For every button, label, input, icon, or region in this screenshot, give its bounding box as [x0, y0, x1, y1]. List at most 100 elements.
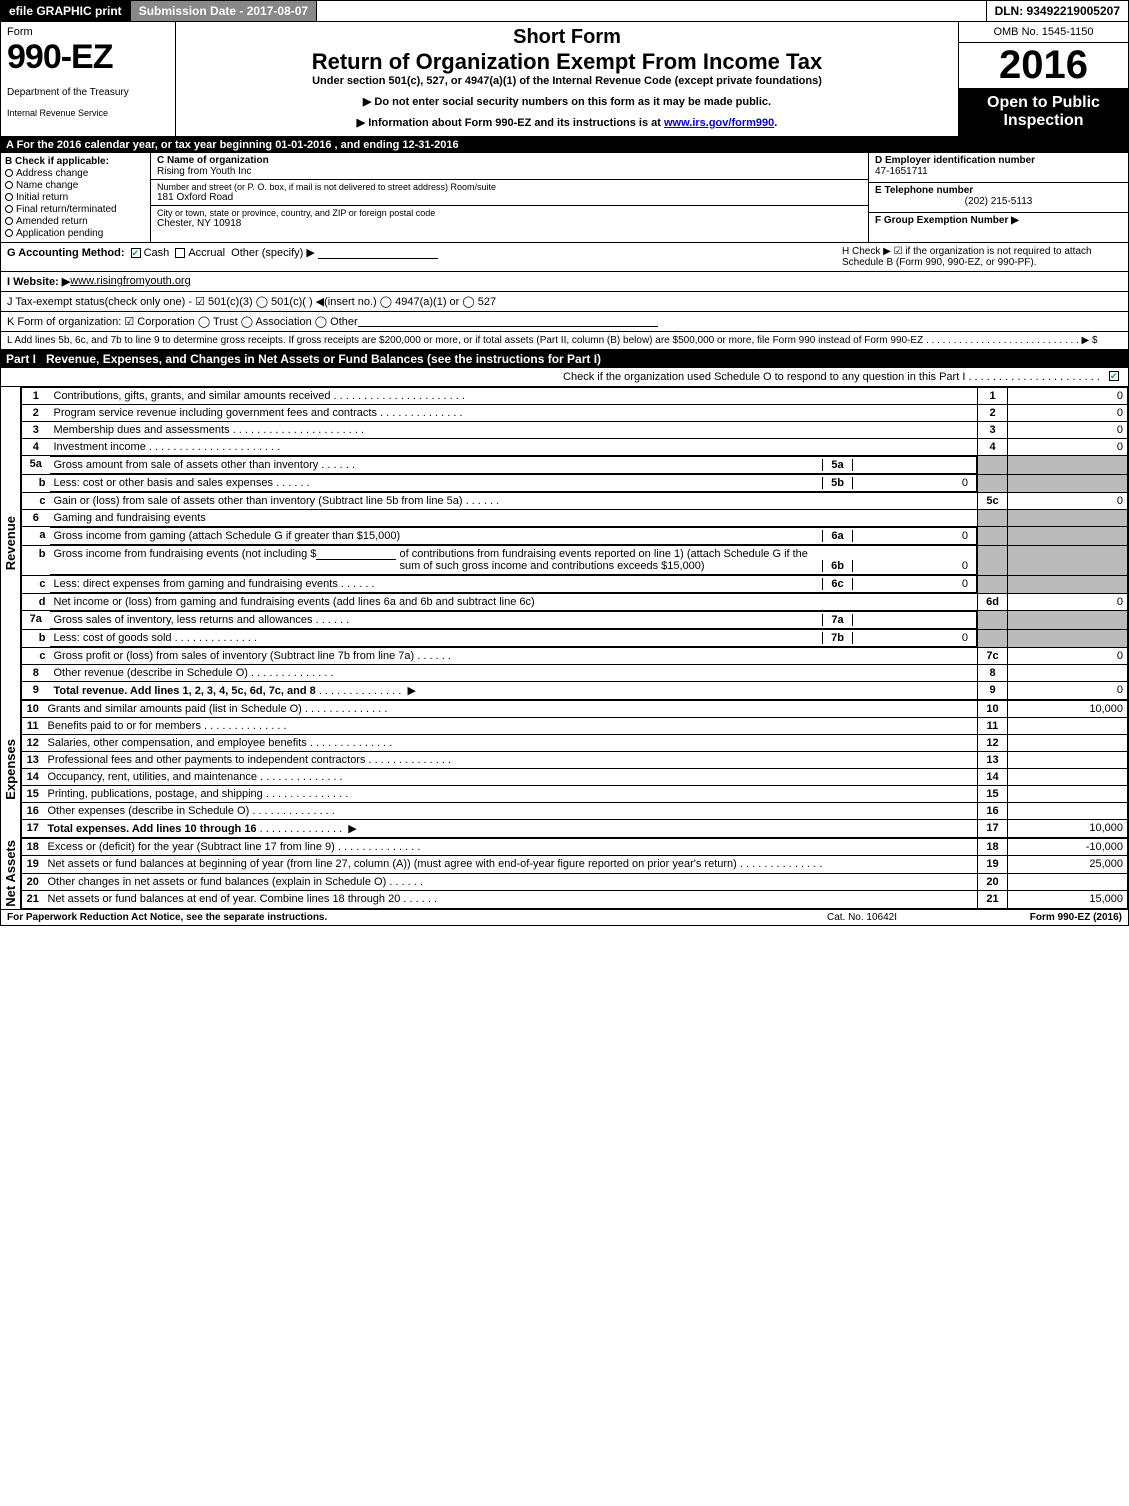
part-i-header: Part I Revenue, Expenses, and Changes in… [0, 350, 1129, 368]
expenses-section: Expenses 10Grants and similar amounts pa… [0, 700, 1129, 838]
org-address: 181 Oxford Road [157, 192, 862, 203]
line-5b: bLess: cost or other basis and sales exp… [22, 474, 1128, 493]
footer-form: Form 990-EZ (2016) [962, 912, 1122, 923]
city-label: City or town, state or province, country… [157, 208, 862, 218]
irs-link[interactable]: www.irs.gov/form990 [664, 117, 774, 129]
meta-grid: B Check if applicable: Address change Na… [0, 153, 1129, 243]
box-c: C Name of organization Rising from Youth… [151, 153, 868, 242]
net-assets-table: 18Excess or (deficit) for the year (Subt… [21, 838, 1128, 909]
form-label: Form [7, 26, 169, 38]
tax-year-period-row: A For the 2016 calendar year, or tax yea… [0, 137, 1129, 153]
check-initial[interactable]: Initial return [5, 192, 146, 203]
check-pending[interactable]: Application pending [5, 228, 146, 239]
line-10: 10Grants and similar amounts paid (list … [22, 701, 1128, 718]
line-5c: cGain or (loss) from sale of assets othe… [22, 493, 1128, 510]
note-ssn: ▶ Do not enter social security numbers o… [182, 95, 952, 108]
group-exempt-label: F Group Exemption Number ▶ [875, 215, 1122, 226]
website-label: I Website: ▶ [7, 275, 70, 288]
line-18: 18Excess or (deficit) for the year (Subt… [22, 839, 1128, 856]
note-info-text: ▶ Information about Form 990-EZ and its … [357, 117, 664, 129]
ein-label: D Employer identification number [875, 155, 1122, 166]
line-12: 12Salaries, other compensation, and empl… [22, 735, 1128, 752]
expenses-table: 10Grants and similar amounts paid (list … [21, 700, 1128, 838]
open-to-public: Open to Public Inspection [959, 88, 1128, 136]
line-16: 16Other expenses (describe in Schedule O… [22, 803, 1128, 820]
line-7a: 7aGross sales of inventory, less returns… [22, 611, 1128, 630]
line-5a: 5aGross amount from sale of assets other… [22, 456, 1128, 475]
form-number: 990-EZ [7, 38, 169, 77]
line-3: 3Membership dues and assessments30 [22, 422, 1128, 439]
check-name[interactable]: Name change [5, 180, 146, 191]
k-text: K Form of organization: ☑ Corporation ◯ … [7, 315, 358, 328]
row-gh: G Accounting Method: Cash Accrual Other … [0, 243, 1129, 272]
line-11: 11Benefits paid to or for members11 [22, 718, 1128, 735]
line-7b: bLess: cost of goods sold7b0 [22, 629, 1128, 648]
revenue-section: Revenue 1Contributions, gifts, grants, a… [0, 387, 1129, 700]
topbar-spacer [317, 1, 986, 21]
line-8: 8Other revenue (describe in Schedule O)8 [22, 665, 1128, 682]
line-4: 4Investment income40 [22, 439, 1128, 456]
net-assets-side-label: Net Assets [1, 838, 21, 909]
i-website-row: I Website: ▶ www.risingfromyouth.org [0, 272, 1129, 292]
h-schedule-b: H Check ▶ ☑ if the organization is not r… [842, 246, 1122, 268]
line-14: 14Occupancy, rent, utilities, and mainte… [22, 769, 1128, 786]
form-header: Form 990-EZ Department of the Treasury I… [0, 22, 1129, 137]
part-i-check-text: Check if the organization used Schedule … [563, 371, 1100, 383]
line-19: 19Net assets or fund balances at beginni… [22, 856, 1128, 873]
expenses-side-label: Expenses [1, 700, 21, 838]
line-17: 17Total expenses. Add lines 10 through 1… [22, 820, 1128, 838]
line-6: 6Gaming and fundraising events [22, 510, 1128, 527]
part-i-schedule-o-checkbox[interactable] [1109, 371, 1119, 381]
website-link[interactable]: www.risingfromyouth.org [70, 275, 190, 288]
line-13: 13Professional fees and other payments t… [22, 752, 1128, 769]
j-tax-exempt-row: J Tax-exempt status(check only one) - ☑ … [0, 292, 1129, 312]
cash-checkbox[interactable] [131, 248, 141, 258]
part-i-check-row: Check if the organization used Schedule … [0, 368, 1129, 387]
form-title: Return of Organization Exempt From Incom… [182, 49, 952, 75]
ein-value: 47-1651711 [875, 166, 1122, 177]
boxes-def: D Employer identification number 47-1651… [868, 153, 1128, 242]
net-assets-section: Net Assets 18Excess or (deficit) for the… [0, 838, 1129, 910]
footer-cat: Cat. No. 10642I [762, 912, 962, 923]
part-i-label: Part I [6, 352, 46, 366]
box-b-title: B Check if applicable: [5, 156, 146, 167]
note-info: ▶ Information about Form 990-EZ and its … [182, 116, 952, 129]
topbar: efile GRAPHIC print Submission Date - 20… [0, 0, 1129, 22]
line-6b: bGross income from fundraising events (n… [22, 545, 1128, 575]
short-form-label: Short Form [182, 26, 952, 49]
line-1: 1Contributions, gifts, grants, and simil… [22, 388, 1128, 405]
dept-treasury: Department of the Treasury [7, 77, 169, 98]
form-title-block: Short Form Return of Organization Exempt… [176, 22, 958, 136]
line-9: 9Total revenue. Add lines 1, 2, 3, 4, 5c… [22, 682, 1128, 700]
check-amended[interactable]: Amended return [5, 216, 146, 227]
line-20: 20Other changes in net assets or fund ba… [22, 873, 1128, 890]
form-id-block: Form 990-EZ Department of the Treasury I… [1, 22, 176, 136]
header-right: OMB No. 1545-1150 2016 Open to Public In… [958, 22, 1128, 136]
revenue-table: 1Contributions, gifts, grants, and simil… [21, 387, 1128, 700]
part-i-title: Revenue, Expenses, and Changes in Net As… [46, 352, 601, 366]
omb-number: OMB No. 1545-1150 [959, 22, 1128, 43]
check-address[interactable]: Address change [5, 168, 146, 179]
line-6d: dNet income or (loss) from gaming and fu… [22, 594, 1128, 611]
org-name-label: C Name of organization [157, 155, 862, 166]
line-7c: cGross profit or (loss) from sales of in… [22, 648, 1128, 665]
footer: For Paperwork Reduction Act Notice, see … [0, 910, 1129, 926]
box-b: B Check if applicable: Address change Na… [1, 153, 151, 242]
line-6c: cLess: direct expenses from gaming and f… [22, 575, 1128, 594]
footer-pra: For Paperwork Reduction Act Notice, see … [7, 912, 762, 923]
check-final[interactable]: Final return/terminated [5, 204, 146, 215]
form-subtitle: Under section 501(c), 527, or 4947(a)(1)… [182, 75, 952, 87]
accrual-checkbox[interactable] [175, 248, 185, 258]
k-form-org-row: K Form of organization: ☑ Corporation ◯ … [0, 312, 1129, 332]
dept-irs: Internal Revenue Service [7, 98, 169, 118]
line-2: 2Program service revenue including gover… [22, 405, 1128, 422]
org-name: Rising from Youth Inc [157, 166, 862, 177]
efile-print-button[interactable]: efile GRAPHIC print [1, 1, 131, 21]
submission-date-button[interactable]: Submission Date - 2017-08-07 [131, 1, 317, 21]
phone-label: E Telephone number [875, 185, 1122, 196]
org-city: Chester, NY 10918 [157, 218, 862, 229]
dln: DLN: 93492219005207 [987, 1, 1128, 21]
line-21: 21Net assets or fund balances at end of … [22, 891, 1128, 908]
line-15: 15Printing, publications, postage, and s… [22, 786, 1128, 803]
addr-label: Number and street (or P. O. box, if mail… [157, 182, 862, 192]
